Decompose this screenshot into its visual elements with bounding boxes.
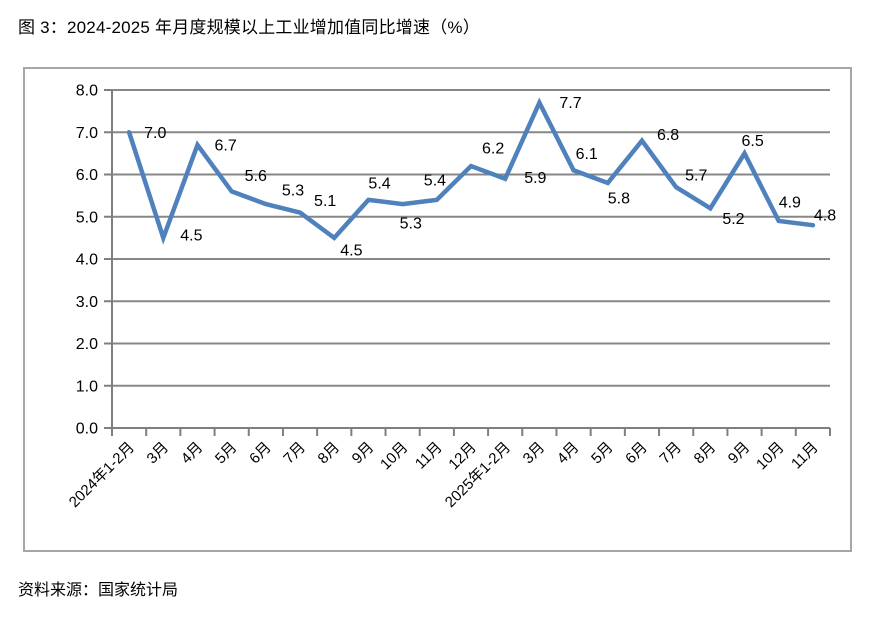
svg-text:8.0: 8.0	[76, 83, 98, 100]
svg-text:2.0: 2.0	[76, 336, 98, 353]
svg-text:6.2: 6.2	[482, 141, 504, 158]
y-tick-labels: 0.0 1.0 2.0 3.0 4.0 5.0 6.0 7.0 8.0	[76, 83, 98, 438]
svg-text:5.3: 5.3	[400, 216, 422, 233]
svg-text:4.5: 4.5	[340, 242, 362, 259]
svg-text:7.0: 7.0	[76, 125, 98, 142]
svg-text:5.0: 5.0	[76, 209, 98, 226]
svg-text:5.2: 5.2	[722, 211, 744, 228]
gridlines	[112, 89, 830, 387]
svg-text:6.8: 6.8	[657, 127, 679, 144]
y-axis	[104, 89, 113, 429]
svg-text:6.1: 6.1	[576, 146, 598, 163]
svg-text:4.9: 4.9	[779, 194, 801, 211]
svg-text:6.5: 6.5	[742, 133, 764, 150]
svg-text:6.7: 6.7	[214, 137, 236, 154]
svg-text:5.1: 5.1	[314, 193, 336, 210]
svg-text:5.9: 5.9	[524, 170, 546, 187]
svg-text:0.0: 0.0	[76, 421, 98, 438]
svg-text:5.7: 5.7	[685, 168, 707, 185]
source-note: 资料来源：国家统计局	[18, 582, 179, 599]
svg-text:5.4: 5.4	[424, 172, 446, 189]
data-labels: 7.0 4.5 6.7 5.6 5.3 5.1 4.5 5.4 5.3 5.4 6.2 5.9 7.7 6…	[144, 95, 836, 259]
chart-border	[23, 67, 852, 552]
svg-text:1.0: 1.0	[76, 378, 98, 395]
data-series-line	[126, 97, 816, 245]
svg-text:5.8: 5.8	[608, 190, 630, 207]
svg-text:4.0: 4.0	[76, 252, 98, 269]
svg-text:7.0: 7.0	[144, 125, 166, 142]
svg-text:5.4: 5.4	[368, 175, 390, 192]
svg-text:5.3: 5.3	[282, 183, 304, 200]
svg-text:5.6: 5.6	[245, 168, 267, 185]
x-axis	[111, 427, 831, 436]
svg-text:6.0: 6.0	[76, 167, 98, 184]
svg-text:4.5: 4.5	[180, 227, 202, 244]
svg-text:7.7: 7.7	[559, 95, 581, 112]
chart-title: 图 3：2024-2025 年月度规模以上工业增加值同比增速（%）	[18, 18, 480, 37]
chart-frame: 0.0 1.0 2.0 3.0 4.0 5.0 6.0 7.0 8.0 2024年1-2月 3月 4月…	[23, 67, 852, 552]
svg-text:3.0: 3.0	[76, 294, 98, 311]
svg-text:4.8: 4.8	[814, 208, 836, 225]
